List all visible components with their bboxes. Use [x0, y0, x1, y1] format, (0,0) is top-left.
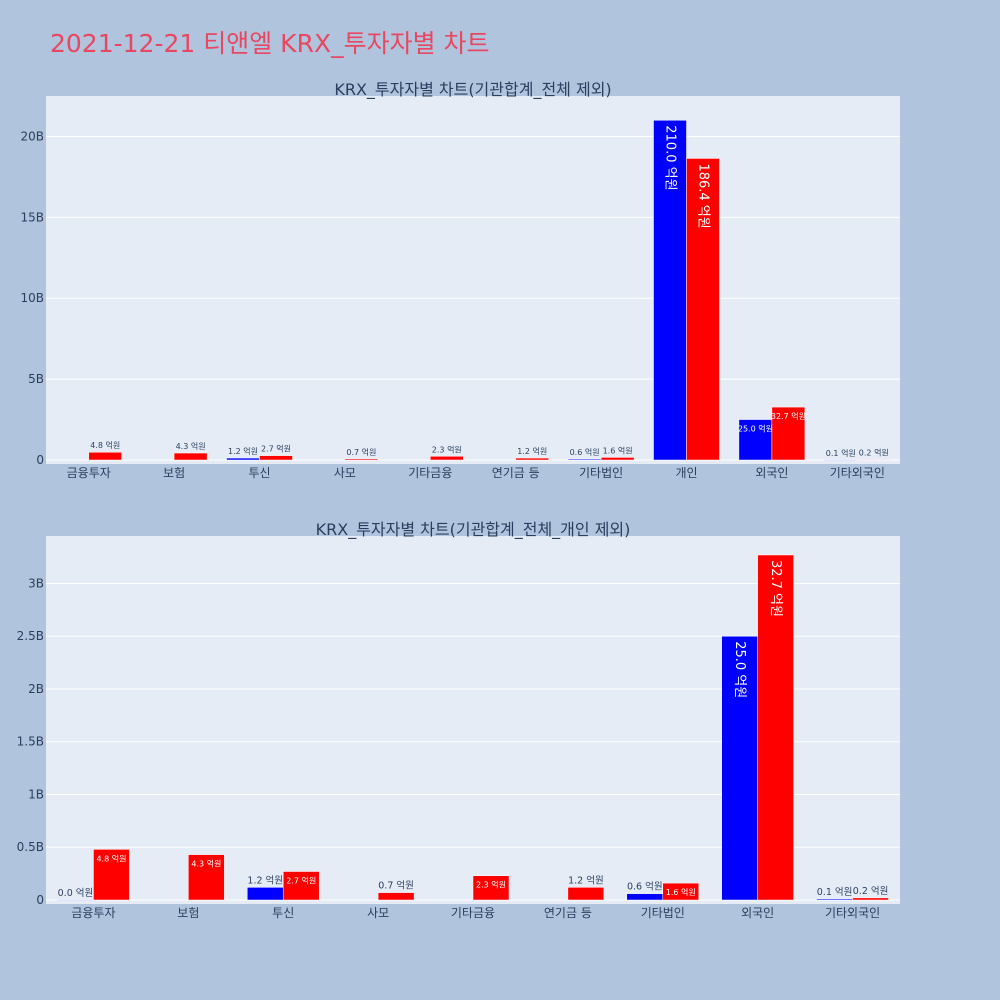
x-tick-label: 보험 [177, 906, 199, 920]
x-tick-label: 연기금 등 [544, 906, 592, 920]
y-tick-label: 0 [36, 453, 44, 467]
sell-bar [173, 452, 208, 461]
y-tick-label: 10B [20, 291, 44, 305]
data-label: 0.7 억원 [346, 447, 376, 457]
data-label: 25.0 억원 [738, 424, 773, 434]
data-label: 32.7 억원 [768, 560, 783, 617]
sell-bar [515, 457, 549, 461]
y-tick-label: 0.5B [17, 840, 44, 854]
buy-bar [824, 459, 858, 461]
y-tick-label: 1.5B [17, 735, 44, 749]
x-tick-label: 외국인 [741, 906, 774, 920]
data-label: 0.2 억원 [853, 885, 889, 897]
sell-bar [344, 458, 379, 461]
data-label: 1.2 억원 [247, 874, 283, 886]
data-label: 186.4 억원 [696, 163, 711, 228]
y-tick-label: 2.5B [17, 629, 44, 643]
sell-bar [600, 457, 635, 461]
sell-bar [430, 456, 464, 461]
data-label: 0.1 억원 [826, 448, 856, 458]
main-title: 2021-12-21 티앤엘 KRX_투자자별 차트 [50, 29, 490, 58]
x-tick-label: 기타외국인 [825, 906, 880, 920]
x-tick-label: 금융투자 [67, 466, 111, 480]
sell-bar [852, 897, 889, 901]
x-tick-label: 투신 [272, 906, 294, 920]
y-tick-label: 3B [28, 576, 44, 590]
sell-bar [259, 455, 293, 461]
sell-bar [757, 554, 794, 901]
x-tick-label: 보험 [163, 466, 185, 480]
sell-bar [567, 887, 605, 901]
sell-bar [93, 849, 130, 901]
buy-bar [816, 898, 853, 901]
x-tick-label: 외국인 [755, 466, 788, 480]
buy-bar [246, 887, 284, 901]
data-label: 2.7 억원 [261, 444, 291, 454]
y-tick-label: 5B [28, 372, 44, 386]
buy-bar [653, 120, 687, 461]
x-tick-label: 개인 [675, 466, 697, 480]
data-label: 25.0 억원 [732, 641, 747, 698]
buy-bar [226, 457, 260, 461]
x-tick-label: 사모 [334, 466, 356, 480]
plot-area [46, 96, 900, 464]
data-label: 4.3 억원 [191, 859, 221, 869]
sell-bar [188, 854, 225, 901]
data-label: 0.2 억원 [859, 448, 889, 458]
data-label: 4.8 억원 [90, 440, 120, 450]
y-tick-label: 15B [20, 210, 44, 224]
sell-bar [472, 875, 510, 901]
data-label: 0.6 억원 [627, 881, 663, 893]
sell-bar [662, 882, 700, 901]
x-tick-label: 기타외국인 [830, 466, 885, 480]
sell-bar [88, 451, 122, 461]
y-tick-label: 20B [20, 129, 44, 143]
x-tick-label: 기타법인 [579, 466, 623, 480]
data-label: 1.6 억원 [603, 445, 633, 455]
x-tick-label: 기타금융 [451, 906, 495, 920]
data-label: 4.3 억원 [176, 441, 206, 451]
sell-bar [686, 158, 720, 461]
x-tick-label: 연기금 등 [492, 466, 540, 480]
x-tick-label: 금융투자 [71, 906, 115, 920]
chart-2: 0 0.5B 1B 1.5B 2B 2.5B 3B KRX_투자자별 차트(기관합계_전체_개… [17, 520, 900, 920]
y-tick-label: 1B [28, 787, 44, 801]
buy-bar [567, 458, 602, 461]
x-tick-label: 사모 [367, 906, 389, 920]
data-label: 0.6 억원 [570, 447, 600, 457]
subplot-title: KRX_투자자별 차트(기관합계_전체 제외) [334, 80, 611, 100]
sell-bar [377, 892, 415, 901]
x-tick-label: 투신 [248, 466, 270, 480]
chart-1: 0 5B 10B 15B 20B KRX_투자자별 차트(기관합계_전체 제외) 금융투자 4… [20, 80, 900, 480]
data-label: 1.6 억원 [666, 887, 696, 897]
data-label: 210.0 억원 [663, 125, 678, 190]
data-label: 4.8 억원 [96, 853, 126, 863]
data-label: 2.3 억원 [476, 880, 506, 890]
x-tick-label: 기타법인 [641, 906, 685, 920]
y-tick-label: 2B [28, 682, 44, 696]
data-label: 0.7 억원 [378, 880, 414, 892]
subplot-title: KRX_투자자별 차트(기관합계_전체_개인 제외) [316, 520, 631, 540]
data-label: 32.7 억원 [771, 411, 806, 421]
data-label: 0.0 억원 [58, 887, 94, 899]
data-label: 2.7 억원 [286, 876, 316, 886]
data-label: 2.3 억원 [432, 444, 462, 454]
sell-bar [771, 406, 806, 461]
buy-bar [626, 893, 664, 901]
data-label: 1.2 억원 [517, 446, 547, 456]
sell-bar [857, 459, 891, 461]
data-label: 1.2 억원 [568, 874, 604, 886]
buy-bar [721, 635, 758, 901]
data-label: 1.2 억원 [228, 446, 258, 456]
buy-bar [57, 899, 94, 901]
sell-bar [282, 871, 320, 901]
data-label: 0.1 억원 [817, 886, 853, 898]
x-tick-label: 기타금융 [408, 466, 452, 480]
y-tick-label: 0 [36, 893, 44, 907]
